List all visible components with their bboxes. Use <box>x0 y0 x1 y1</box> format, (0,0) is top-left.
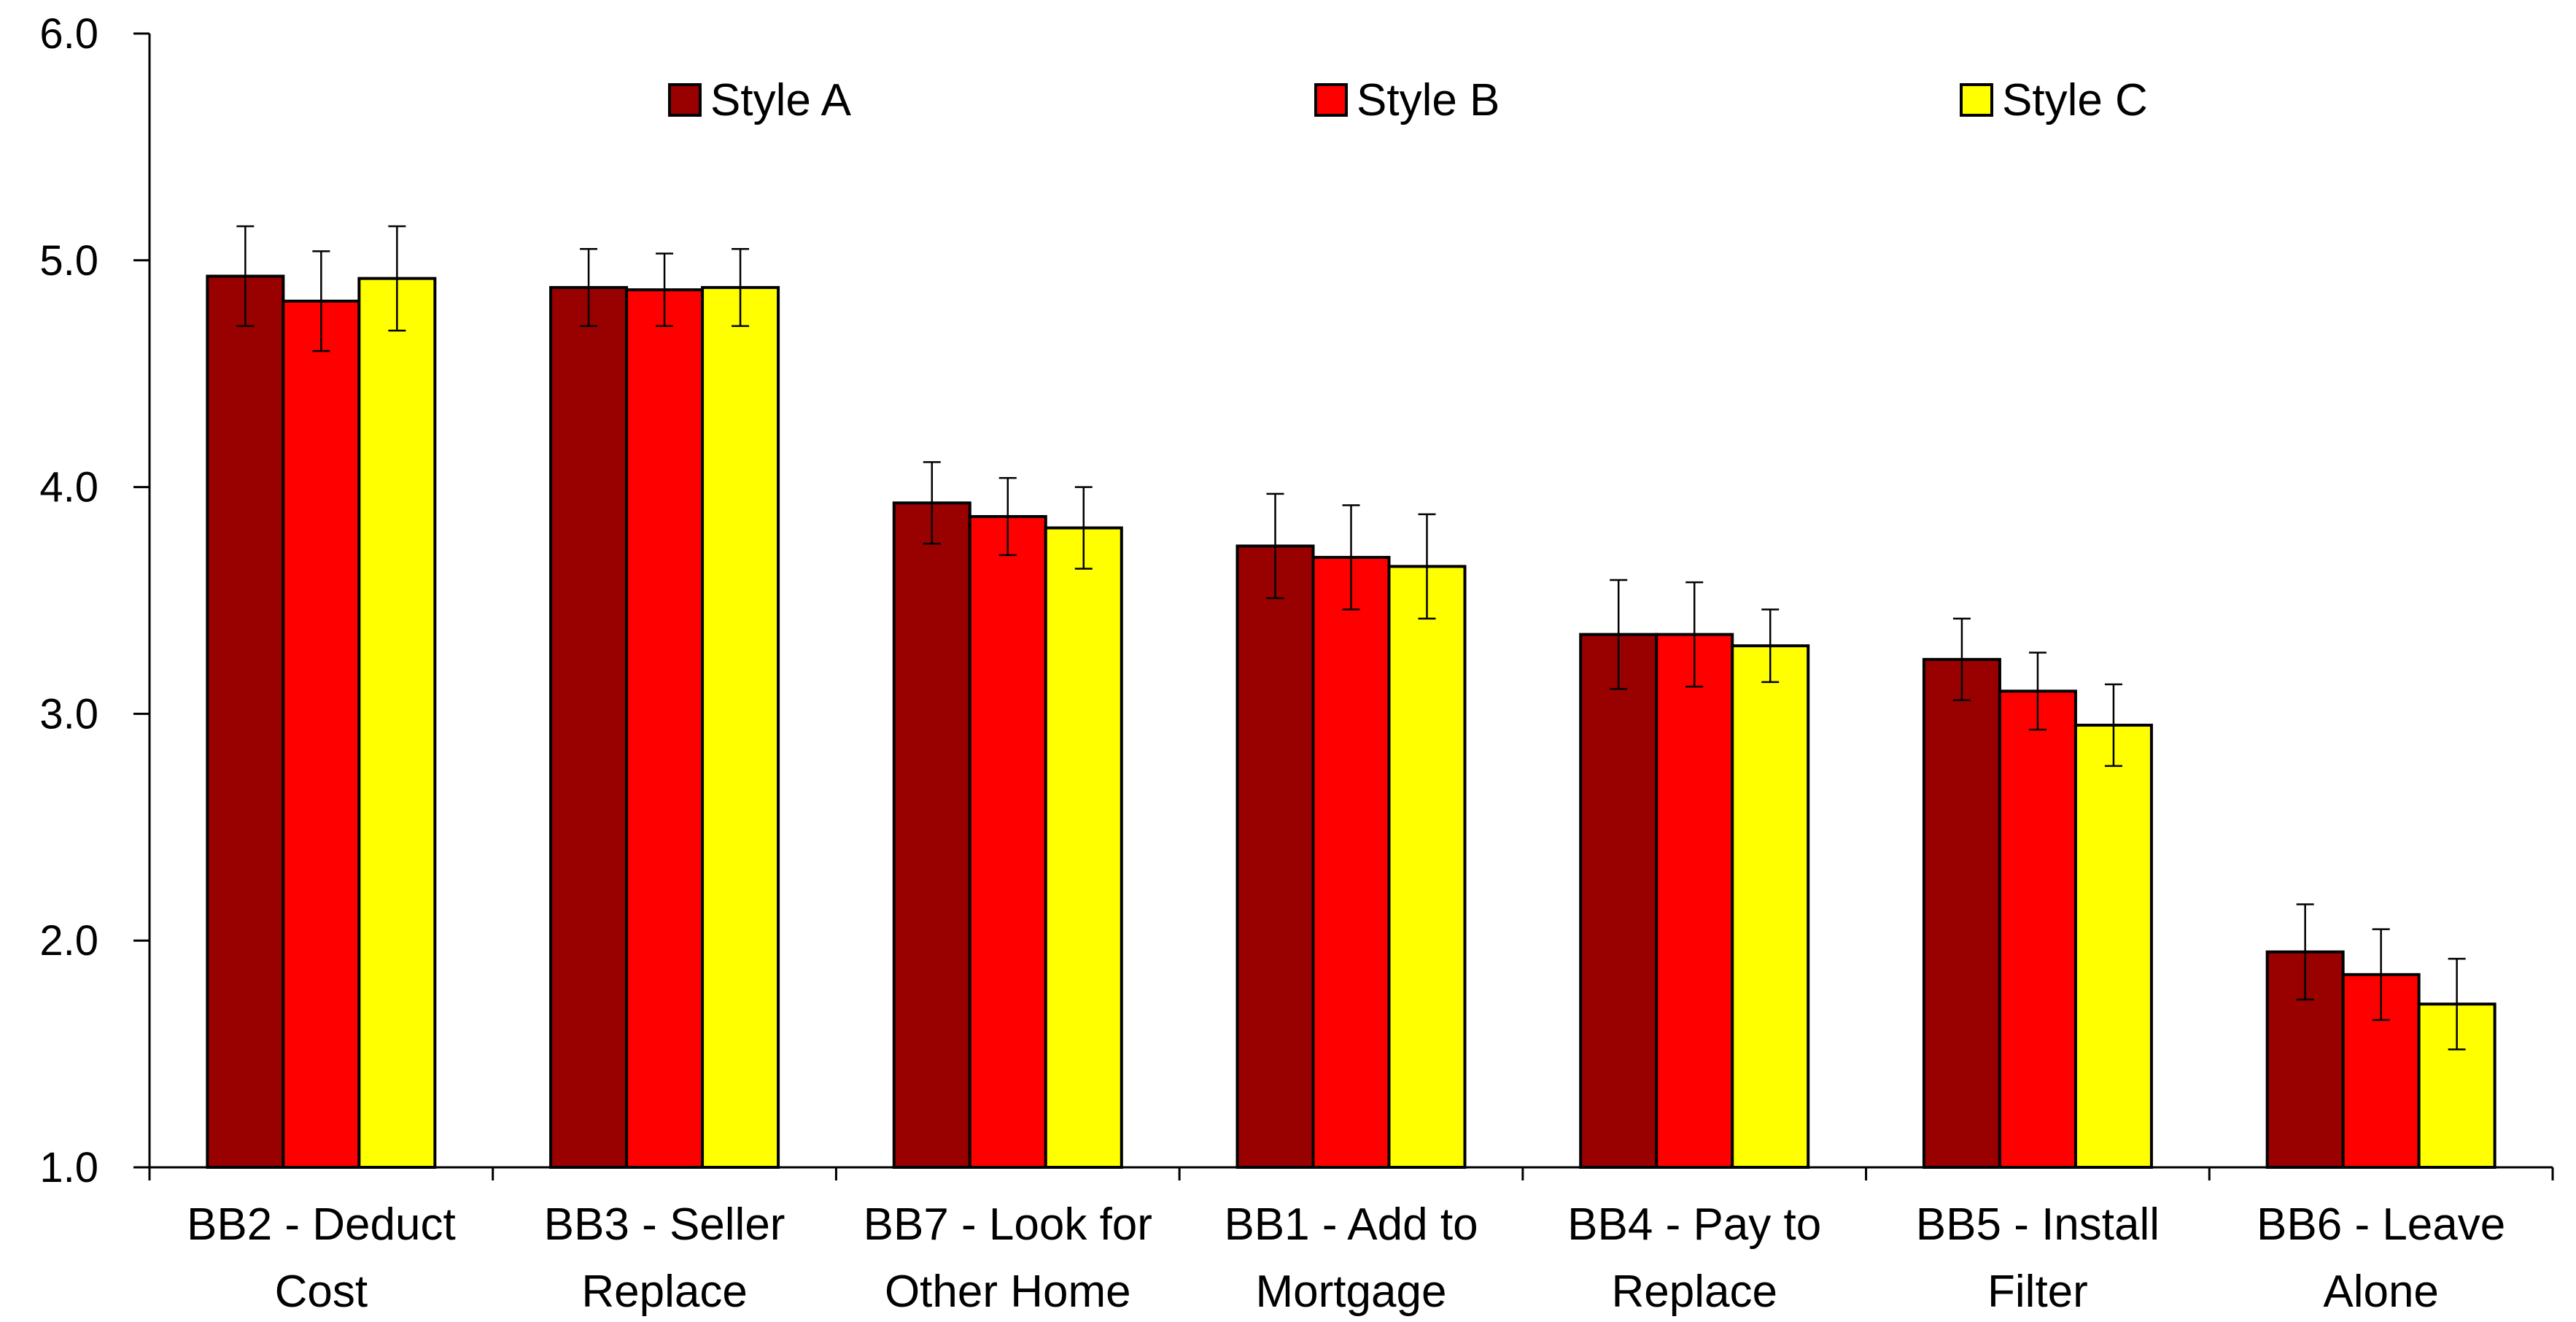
x-category-label: BB3 - Seller <box>544 1199 785 1250</box>
legend-swatch <box>1314 83 1348 117</box>
y-tick-label: 1.0 <box>39 1144 98 1191</box>
x-category-label: BB5 - Install <box>1916 1199 2160 1250</box>
y-tick-label: 6.0 <box>39 10 98 58</box>
bar-style-c <box>1387 565 1467 1169</box>
x-category-label: Mortgage <box>1256 1267 1447 1317</box>
error-bars <box>236 225 2466 1051</box>
bar-style-c <box>2073 723 2153 1169</box>
bar-style-b <box>1998 689 2077 1169</box>
bar-style-b <box>1655 633 1734 1169</box>
y-tick-label: 5.0 <box>39 237 98 285</box>
bar-style-a <box>549 286 629 1170</box>
y-tick-label: 3.0 <box>39 690 98 738</box>
x-category-label: BB6 - Leave <box>2257 1199 2505 1250</box>
bar-style-a <box>206 274 285 1169</box>
legend-label: Style A <box>710 75 852 125</box>
bar-style-a <box>892 501 971 1169</box>
bar-style-b <box>625 288 705 1170</box>
legend: Style A Style B Style C <box>668 75 2148 125</box>
bar-style-a <box>1235 544 1315 1169</box>
legend-swatch <box>668 83 702 117</box>
bar-style-c <box>1044 526 1123 1169</box>
legend-label: Style C <box>2002 75 2148 125</box>
y-axis: 1.0 2.0 3.0 4.0 5.0 6.0 <box>39 10 151 1191</box>
legend-label: Style B <box>1357 75 1500 125</box>
bar-style-b <box>968 515 1047 1169</box>
bars <box>206 274 2497 1170</box>
x-axis: BB2 - Deduct Cost BB3 - Seller Replace BB7 -… <box>148 1166 2554 1317</box>
x-category-label: Replace <box>1611 1267 1777 1317</box>
x-category-label: Filter <box>1987 1267 2088 1317</box>
x-category-label: BB4 - Pay to <box>1567 1199 1821 1250</box>
x-category-label: BB2 - Deduct <box>187 1199 456 1250</box>
x-category-label: Replace <box>581 1267 747 1317</box>
bar-style-c <box>357 277 437 1170</box>
bar-style-b <box>1311 555 1391 1169</box>
bar-style-a <box>1579 633 1659 1169</box>
bar-style-b <box>282 299 361 1169</box>
legend-swatch <box>1960 83 1993 117</box>
x-category-label: Other Home <box>885 1267 1131 1317</box>
y-tick-label: 4.0 <box>39 464 98 511</box>
x-category-label: BB1 - Add to <box>1224 1199 1478 1250</box>
bar-style-c <box>1731 644 1810 1169</box>
x-category-label: Alone <box>2323 1267 2439 1317</box>
y-tick-label: 2.0 <box>39 917 98 965</box>
x-category-label: Cost <box>275 1267 368 1317</box>
x-category-label: BB7 - Look for <box>864 1199 1152 1250</box>
bar-style-c <box>701 286 780 1170</box>
bar-style-a <box>1922 657 2001 1169</box>
